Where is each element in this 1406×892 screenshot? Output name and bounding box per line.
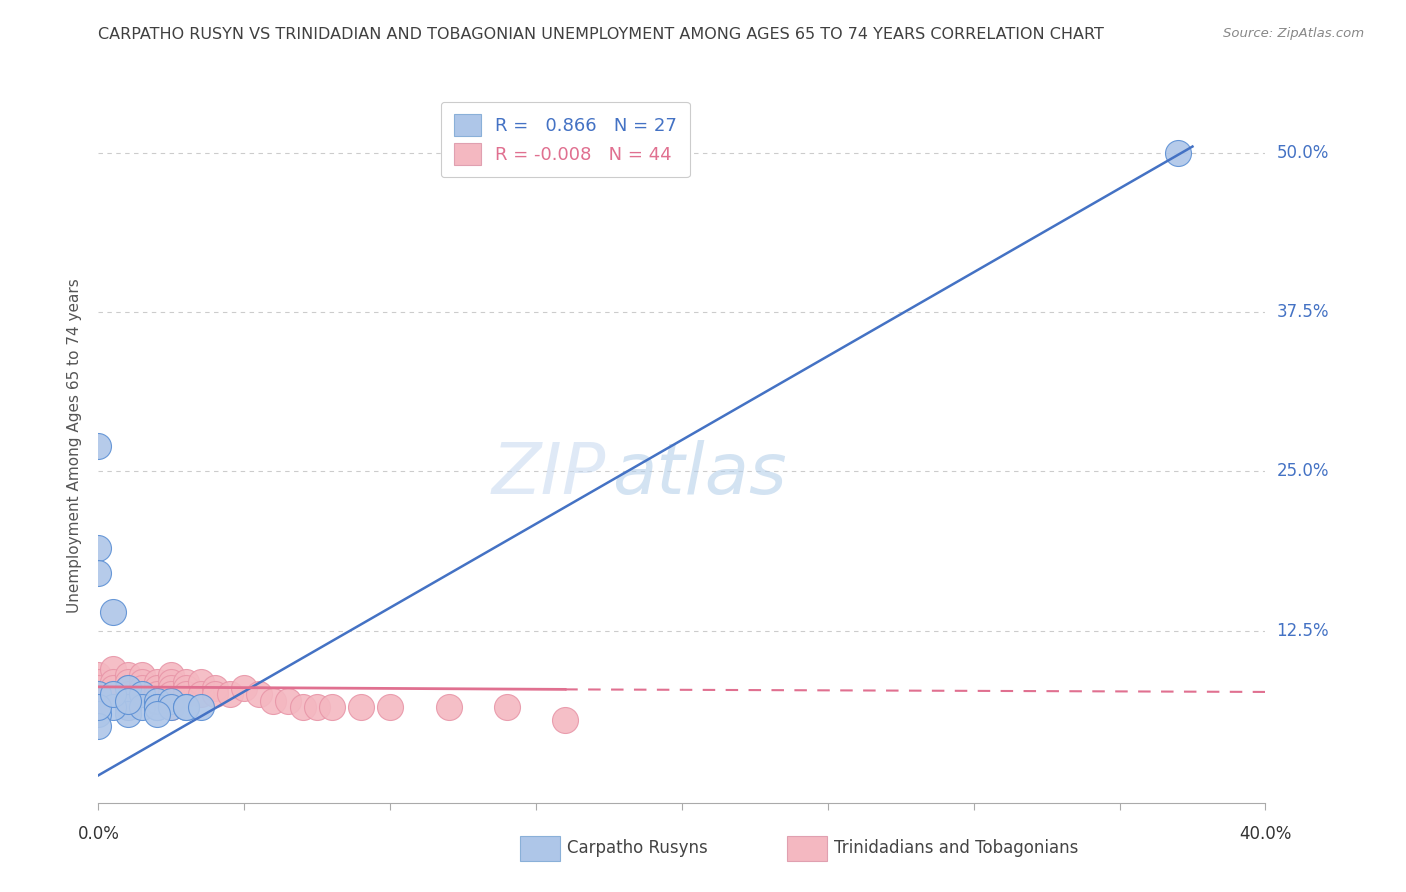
Point	[174, 700, 197, 714]
Point	[87, 719, 110, 733]
Point	[87, 566, 110, 581]
Point	[146, 694, 169, 708]
Point	[87, 674, 110, 689]
Point	[160, 700, 183, 714]
Point	[307, 700, 329, 714]
Point	[277, 694, 299, 708]
Point	[117, 706, 139, 721]
Point	[87, 688, 110, 702]
Point	[174, 674, 197, 689]
Point	[378, 700, 402, 714]
Point	[117, 700, 139, 714]
Text: 50.0%: 50.0%	[1277, 144, 1329, 162]
Text: 25.0%: 25.0%	[1277, 462, 1329, 481]
Text: Trinidadians and Tobagonians: Trinidadians and Tobagonians	[834, 839, 1078, 857]
Point	[146, 674, 169, 689]
Point	[101, 681, 124, 695]
Point	[350, 700, 373, 714]
Point	[160, 694, 183, 708]
Point	[117, 694, 139, 708]
Text: Carpatho Rusyns: Carpatho Rusyns	[567, 839, 707, 857]
Point	[87, 541, 110, 555]
Point	[291, 700, 314, 714]
Point	[117, 688, 139, 702]
Point	[146, 700, 169, 714]
Point	[117, 694, 139, 708]
Point	[101, 674, 124, 689]
Point	[160, 674, 183, 689]
Point	[321, 700, 343, 714]
Point	[131, 688, 153, 702]
Point	[160, 688, 183, 702]
Point	[190, 674, 212, 689]
Point	[146, 688, 169, 702]
Point	[146, 681, 169, 695]
Point	[146, 700, 169, 714]
Point	[101, 662, 124, 676]
Point	[87, 706, 110, 721]
Point	[174, 681, 197, 695]
Point	[117, 700, 139, 714]
Point	[117, 668, 139, 682]
Point	[174, 688, 197, 702]
Text: Source: ZipAtlas.com: Source: ZipAtlas.com	[1223, 27, 1364, 40]
Point	[218, 688, 240, 702]
Text: 12.5%: 12.5%	[1277, 622, 1329, 640]
Point	[190, 688, 212, 702]
Point	[131, 700, 153, 714]
Point	[117, 681, 139, 695]
Point	[101, 700, 124, 714]
Point	[87, 688, 110, 702]
Point	[1167, 145, 1189, 160]
Point	[262, 694, 284, 708]
Point	[204, 688, 226, 702]
Point	[87, 681, 110, 695]
Point	[554, 713, 576, 727]
Point	[174, 700, 197, 714]
Point	[117, 674, 139, 689]
Point	[87, 694, 110, 708]
Text: ZIP: ZIP	[492, 440, 606, 509]
Point	[233, 681, 256, 695]
Point	[160, 700, 183, 714]
Point	[204, 681, 226, 695]
Point	[146, 706, 169, 721]
Legend: R =   0.866   N = 27, R = -0.008   N = 44: R = 0.866 N = 27, R = -0.008 N = 44	[441, 102, 689, 178]
Point	[437, 700, 460, 714]
Point	[131, 674, 153, 689]
Text: 40.0%: 40.0%	[1239, 825, 1292, 843]
Point	[160, 668, 183, 682]
Point	[495, 700, 517, 714]
Point	[117, 681, 139, 695]
Point	[131, 681, 153, 695]
Point	[190, 700, 212, 714]
Text: 37.5%: 37.5%	[1277, 303, 1329, 321]
Point	[160, 681, 183, 695]
Y-axis label: Unemployment Among Ages 65 to 74 years: Unemployment Among Ages 65 to 74 years	[67, 278, 83, 614]
Point	[87, 439, 110, 453]
Text: CARPATHO RUSYN VS TRINIDADIAN AND TOBAGONIAN UNEMPLOYMENT AMONG AGES 65 TO 74 YE: CARPATHO RUSYN VS TRINIDADIAN AND TOBAGO…	[98, 27, 1104, 42]
Point	[87, 700, 110, 714]
Text: 0.0%: 0.0%	[77, 825, 120, 843]
Point	[247, 688, 270, 702]
Point	[87, 668, 110, 682]
Text: atlas: atlas	[612, 440, 786, 509]
Point	[101, 605, 124, 619]
Point	[101, 688, 124, 702]
Point	[131, 668, 153, 682]
